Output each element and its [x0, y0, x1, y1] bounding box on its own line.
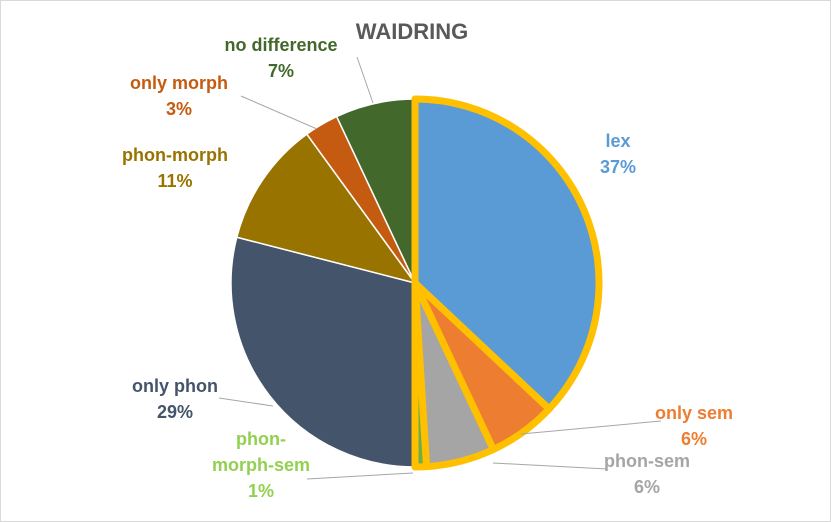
slice-name: no difference — [224, 35, 337, 55]
leader-line-only-morph — [240, 95, 318, 130]
pie-slice-only-phon — [230, 236, 416, 468]
slice-name: lex — [605, 131, 630, 151]
slice-name: phon-morph — [122, 145, 228, 165]
pie-slices — [230, 95, 603, 471]
slice-percent: 6% — [681, 429, 707, 449]
slice-percent: 6% — [634, 477, 660, 497]
slice-name: only phon — [132, 376, 218, 396]
slice-label-phon-morph-sem: phon-morph-sem 1% — [212, 429, 310, 501]
slice-percent: 3% — [166, 99, 192, 119]
slice-label-only-sem: only sem 6% — [655, 403, 733, 449]
slice-percent: 29% — [157, 402, 193, 422]
slice-label-phon-morph: phon-morph 11% — [122, 145, 228, 191]
leader-line-only-sem — [520, 420, 662, 435]
leader-line-phon-sem — [492, 462, 608, 470]
pie-slice-phon-morph — [235, 133, 417, 285]
leader-line-only-phon — [218, 397, 274, 407]
slice-name: morph-sem — [212, 455, 310, 475]
slice-name: phon-sem — [604, 451, 690, 471]
slice-label-phon-sem: phon-sem 6% — [604, 451, 690, 497]
slice-label-lex: lex 37% — [600, 131, 636, 177]
slice-label-only-phon: only phon 29% — [132, 376, 218, 422]
slice-percent: 7% — [268, 61, 294, 81]
leader-line-no-difference — [356, 56, 374, 104]
slice-percent: 37% — [600, 157, 636, 177]
slice-name: phon- — [236, 429, 286, 449]
slice-label-no-difference: no difference 7% — [224, 35, 337, 81]
slice-label-only-morph: only morph 3% — [130, 73, 228, 119]
leader-lines — [218, 56, 662, 480]
pie-slice-lex — [411, 95, 603, 413]
leader-line-phon-morph-sem — [306, 472, 414, 480]
slice-labels: lex 37%only sem 6%phon-sem 6%phon-morph-sem… — [122, 35, 733, 501]
slice-percent: 11% — [157, 171, 192, 191]
slice-name: only morph — [130, 73, 228, 93]
pie-slice-phon-morph-sem — [411, 279, 431, 471]
chart-title: WAIDRING — [356, 19, 468, 44]
slice-name: only sem — [655, 403, 733, 423]
slice-percent: 1% — [248, 481, 274, 501]
